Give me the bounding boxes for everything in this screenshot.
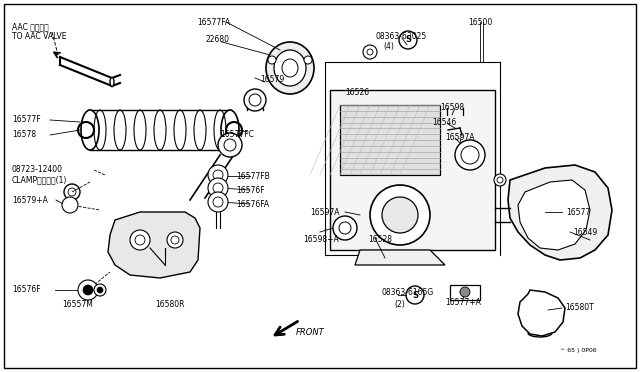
Text: 16577FC: 16577FC — [220, 130, 254, 139]
Text: 16557M: 16557M — [62, 300, 93, 309]
Polygon shape — [508, 165, 612, 260]
Circle shape — [455, 140, 485, 170]
Text: 16576F: 16576F — [12, 285, 40, 294]
Circle shape — [130, 230, 150, 250]
Text: 08363-63025: 08363-63025 — [375, 32, 426, 41]
Text: 16546: 16546 — [432, 118, 456, 127]
Text: S: S — [412, 291, 418, 299]
Polygon shape — [340, 105, 440, 175]
Text: 16577FB: 16577FB — [236, 172, 269, 181]
Text: 16500: 16500 — [468, 18, 492, 27]
Text: 16577+A: 16577+A — [445, 298, 481, 307]
Text: AAC バルブへ
TO AAC VALVE: AAC バルブへ TO AAC VALVE — [12, 22, 67, 41]
Polygon shape — [108, 212, 200, 278]
Text: 16576FA: 16576FA — [236, 200, 269, 209]
Circle shape — [83, 285, 93, 295]
Text: 16597A: 16597A — [310, 208, 339, 217]
Text: 16526: 16526 — [345, 88, 369, 97]
Text: 16579+A: 16579+A — [12, 196, 48, 205]
Polygon shape — [518, 180, 590, 250]
Text: FRONT: FRONT — [296, 328, 324, 337]
Circle shape — [62, 197, 78, 213]
Circle shape — [167, 232, 183, 248]
Circle shape — [268, 56, 276, 64]
Ellipse shape — [266, 42, 314, 94]
Text: 16577FA: 16577FA — [197, 18, 230, 27]
Text: 16549: 16549 — [573, 228, 597, 237]
Circle shape — [94, 284, 106, 296]
Text: 16598: 16598 — [440, 103, 464, 112]
Circle shape — [370, 185, 430, 245]
Text: 16598+A: 16598+A — [303, 235, 339, 244]
Circle shape — [363, 45, 377, 59]
Circle shape — [333, 216, 357, 240]
Text: 16597A: 16597A — [445, 133, 474, 142]
Polygon shape — [450, 285, 480, 300]
Text: 16580T: 16580T — [565, 303, 594, 312]
Text: 16579: 16579 — [260, 75, 284, 84]
Ellipse shape — [274, 50, 306, 86]
Text: S: S — [405, 35, 411, 45]
Text: (4): (4) — [383, 42, 394, 51]
Circle shape — [218, 133, 242, 157]
Text: ^ 65 ) 0P06: ^ 65 ) 0P06 — [560, 348, 596, 353]
Circle shape — [78, 280, 98, 300]
Text: 22680: 22680 — [206, 35, 230, 44]
Text: (2): (2) — [394, 300, 404, 309]
Circle shape — [494, 174, 506, 186]
Text: 08363-6165G: 08363-6165G — [382, 288, 435, 297]
Polygon shape — [330, 90, 495, 250]
Circle shape — [208, 192, 228, 212]
Circle shape — [382, 197, 418, 233]
Circle shape — [208, 165, 228, 185]
Text: 08723-12400
CLAMPクランプ(1): 08723-12400 CLAMPクランプ(1) — [12, 165, 67, 185]
Circle shape — [304, 56, 312, 64]
Text: 16577F: 16577F — [12, 115, 40, 124]
Circle shape — [208, 178, 228, 198]
Polygon shape — [518, 290, 565, 336]
Ellipse shape — [221, 110, 239, 150]
Ellipse shape — [81, 110, 99, 150]
Text: 16578: 16578 — [12, 130, 36, 139]
Ellipse shape — [244, 89, 266, 111]
Circle shape — [97, 287, 103, 293]
Circle shape — [460, 287, 470, 297]
Text: 16528: 16528 — [368, 235, 392, 244]
Text: 16580R: 16580R — [155, 300, 184, 309]
Text: 16577: 16577 — [566, 208, 590, 217]
Ellipse shape — [110, 77, 114, 87]
Text: 16576F: 16576F — [236, 186, 264, 195]
Polygon shape — [355, 250, 445, 265]
